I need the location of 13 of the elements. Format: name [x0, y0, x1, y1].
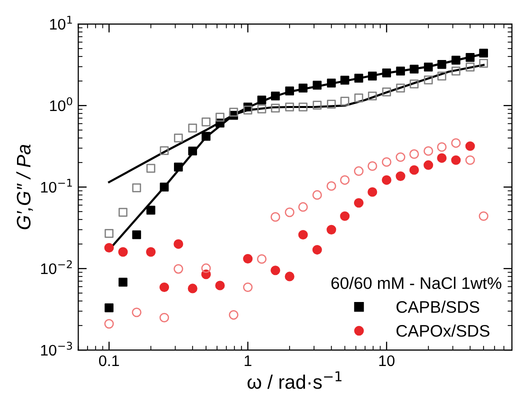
y-tick-label: 10$^{1}$	[50, 16, 72, 30]
x-tick-label: 10	[379, 355, 394, 366]
x-tick-label: 0.1	[99, 355, 119, 366]
x-tick-label: 1	[244, 355, 252, 366]
y-tick-label: 10$^{−2}$	[41, 260, 72, 274]
y-axis-title: G′,G″ / Pa	[16, 144, 33, 230]
legend-label: CAPOx/SDS	[396, 324, 490, 337]
x-axis-title: ω / rad·s$^{−1}$	[248, 371, 342, 389]
legend-title: 60/60 mM - NaCl 1wt%	[331, 276, 502, 290]
y-tick-label: 10$^{−1}$	[41, 178, 72, 193]
legend-label: CAPB/SDS	[396, 300, 480, 313]
y-tick-label: 10$^{0}$	[50, 97, 72, 112]
y-tick-label: 10$^{−3}$	[41, 342, 72, 356]
